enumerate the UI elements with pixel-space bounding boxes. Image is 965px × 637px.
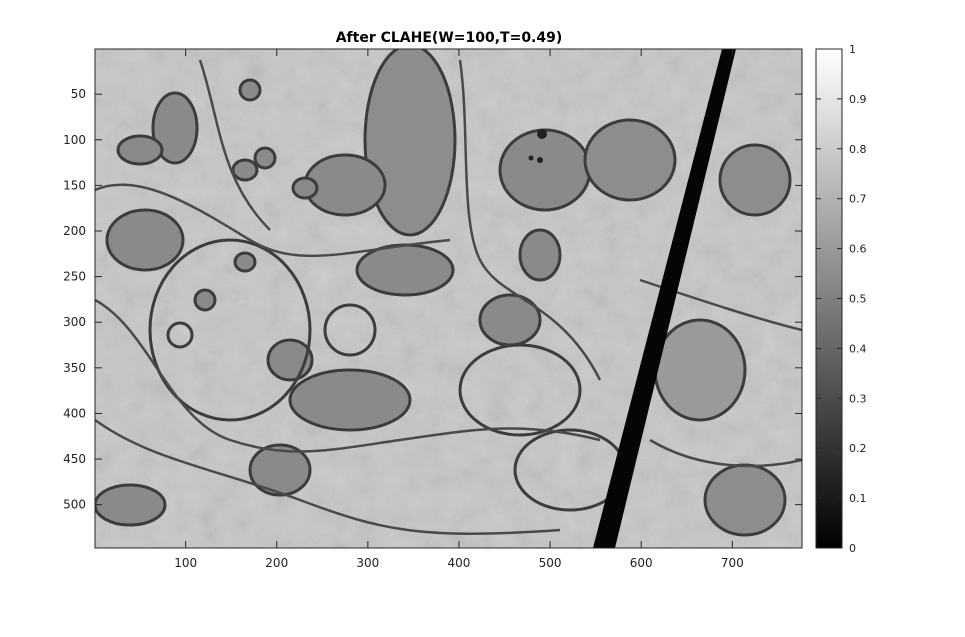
colorbar-tick-label: 0.1 (849, 492, 867, 505)
y-tick-label: 500 (63, 498, 86, 512)
y-tick-label: 50 (71, 87, 86, 101)
x-tick-label: 100 (174, 556, 197, 570)
x-axis-ticks: 100 200 300 400 500 600 700 (174, 49, 744, 570)
colorbar-tick-label: 0.3 (849, 392, 867, 405)
dark-diagonal-streak (593, 49, 736, 548)
colorbar-tick-label: 0.9 (849, 93, 867, 106)
colorbar-tick-label: 0.7 (849, 193, 867, 206)
x-tick-label: 200 (265, 556, 288, 570)
x-tick-label: 600 (630, 556, 653, 570)
y-tick-label: 250 (63, 270, 86, 284)
colorbar-tick-label: 0.8 (849, 143, 867, 156)
x-tick-label: 700 (721, 556, 744, 570)
image-axes-box (94, 48, 803, 549)
colorbar-tick-label: 0.6 (849, 243, 867, 256)
y-tick-label: 200 (63, 224, 86, 238)
y-tick-label: 100 (63, 133, 86, 147)
colorbar-tick-label: 0.4 (849, 342, 867, 355)
colorbar-ticks: 0 0.1 0.2 0.3 0.4 0.5 0.6 0.7 0.8 0.9 1 (816, 43, 867, 555)
dark-granules (528, 129, 547, 163)
colorbar-tick-label: 0.5 (849, 293, 867, 306)
x-tick-label: 400 (448, 556, 471, 570)
x-tick-label: 300 (356, 556, 379, 570)
colorbar-tick-label: 0 (849, 542, 856, 555)
organelles (95, 49, 792, 537)
x-tick-label: 500 (539, 556, 562, 570)
figure-title: After CLAHE(W=100,T=0.49) (336, 30, 563, 46)
micrograph-image (95, 49, 802, 548)
colorbar-tick-label: 0.2 (849, 442, 867, 455)
colorbar-tick-label: 1 (849, 43, 856, 56)
y-tick-label: 350 (63, 361, 86, 375)
colorbar: 0 0.1 0.2 0.3 0.4 0.5 0.6 0.7 0.8 0.9 1 (815, 43, 867, 555)
y-tick-label: 400 (63, 406, 86, 420)
y-tick-label: 300 (63, 315, 86, 329)
y-tick-label: 450 (63, 452, 86, 466)
y-tick-label: 150 (63, 178, 86, 192)
y-axis-ticks: 50 100 150 200 250 300 350 400 450 500 (63, 87, 802, 512)
